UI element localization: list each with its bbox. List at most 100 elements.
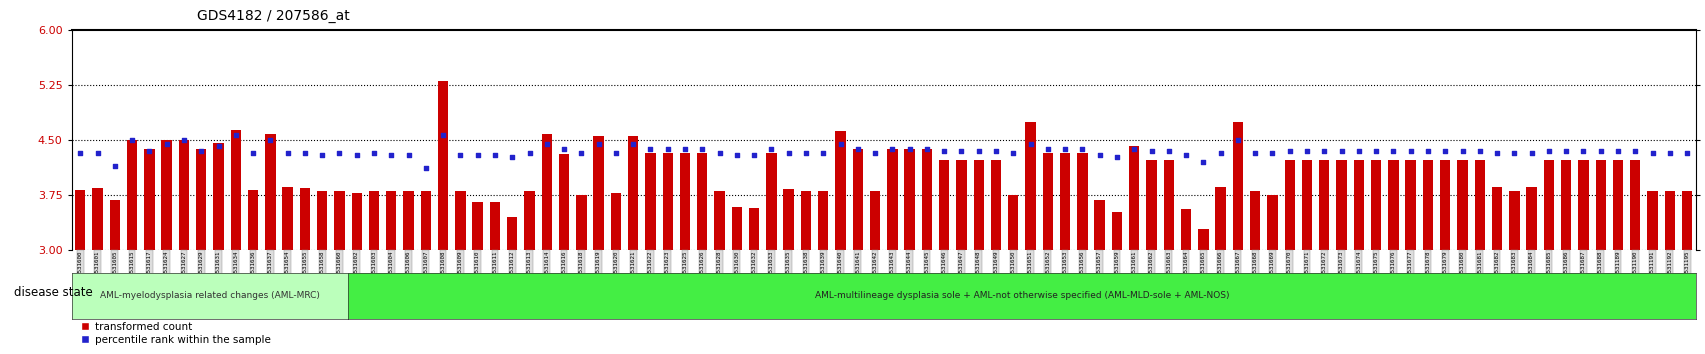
Bar	[1371, 160, 1381, 250]
Bar	[162, 140, 172, 250]
Bar	[852, 149, 863, 250]
Point	[740, 152, 767, 158]
Point	[844, 146, 871, 152]
Point	[1205, 150, 1233, 156]
Bar	[593, 136, 604, 250]
Point	[239, 150, 266, 156]
Bar	[627, 136, 638, 250]
Point	[1154, 148, 1182, 154]
Bar	[196, 149, 206, 250]
Bar	[472, 202, 483, 250]
Bar	[991, 160, 1001, 250]
Point	[706, 150, 733, 156]
Bar	[1473, 160, 1483, 250]
Point	[672, 146, 699, 152]
Point	[653, 146, 680, 152]
Point	[1534, 148, 1562, 154]
Bar	[421, 191, 431, 250]
Bar	[1681, 191, 1691, 250]
Bar	[540, 134, 552, 250]
Legend: transformed count, percentile rank within the sample: transformed count, percentile rank withi…	[77, 317, 275, 349]
Bar	[1146, 160, 1156, 250]
Point	[774, 150, 801, 156]
Point	[447, 152, 474, 158]
Point	[205, 144, 232, 149]
Point	[1500, 150, 1528, 156]
Bar	[1163, 160, 1173, 250]
Point	[1050, 146, 1078, 152]
Bar	[1250, 191, 1260, 250]
Bar	[1611, 160, 1621, 250]
Bar	[957, 160, 967, 250]
Point	[360, 150, 387, 156]
Point	[1309, 148, 1337, 154]
Point	[377, 152, 404, 158]
Bar	[1214, 187, 1226, 250]
Point	[222, 133, 249, 138]
Bar	[731, 207, 742, 250]
Point	[1033, 146, 1061, 152]
Point	[965, 148, 992, 154]
Point	[1621, 148, 1649, 154]
Bar	[870, 191, 880, 250]
Bar	[1439, 160, 1449, 250]
Point	[878, 146, 905, 152]
Point	[999, 150, 1026, 156]
Bar	[402, 191, 414, 250]
Point	[791, 150, 818, 156]
Point	[1483, 150, 1511, 156]
Point	[1188, 159, 1216, 165]
Point	[1673, 150, 1700, 156]
Point	[1396, 148, 1424, 154]
Bar	[697, 153, 708, 250]
Bar	[283, 187, 293, 250]
Point	[188, 148, 215, 154]
Bar	[818, 191, 829, 250]
Bar	[385, 191, 396, 250]
Bar	[317, 191, 327, 250]
Bar	[179, 140, 189, 250]
Point	[1171, 152, 1199, 158]
Point	[1569, 148, 1596, 154]
Bar	[1526, 187, 1536, 250]
Point	[912, 146, 939, 152]
Bar	[230, 130, 240, 250]
Bar	[264, 134, 276, 250]
Text: AML-multilineage dysplasia sole + AML-not otherwise specified (AML-MLD-sole + AM: AML-multilineage dysplasia sole + AML-no…	[815, 291, 1229, 300]
Bar	[126, 140, 136, 250]
Point	[1120, 146, 1147, 152]
Point	[534, 141, 561, 147]
Point	[1258, 150, 1286, 156]
Bar	[662, 153, 672, 250]
Bar	[1059, 153, 1069, 250]
Point	[170, 137, 198, 143]
Bar	[766, 153, 776, 250]
Point	[498, 155, 525, 160]
Bar	[610, 193, 621, 250]
Bar	[1630, 160, 1640, 250]
Point	[1067, 146, 1095, 152]
Point	[292, 150, 319, 156]
Point	[602, 150, 629, 156]
Text: GDS4182 / 207586_at: GDS4182 / 207586_at	[196, 9, 350, 23]
Bar	[455, 191, 465, 250]
Bar	[1560, 160, 1570, 250]
Bar	[887, 149, 897, 250]
Bar	[506, 217, 517, 250]
Point	[515, 150, 542, 156]
Bar	[489, 202, 500, 250]
Point	[118, 137, 145, 143]
Bar	[368, 191, 379, 250]
Point	[1103, 155, 1130, 160]
Point	[757, 146, 784, 152]
Bar	[1490, 187, 1502, 250]
Bar	[1318, 160, 1328, 250]
Point	[101, 163, 128, 169]
Bar	[714, 191, 725, 250]
Bar	[1284, 160, 1294, 250]
Bar	[1129, 146, 1139, 250]
Bar	[300, 188, 310, 250]
Bar	[109, 200, 119, 250]
Point	[1639, 150, 1666, 156]
Point	[309, 152, 336, 158]
